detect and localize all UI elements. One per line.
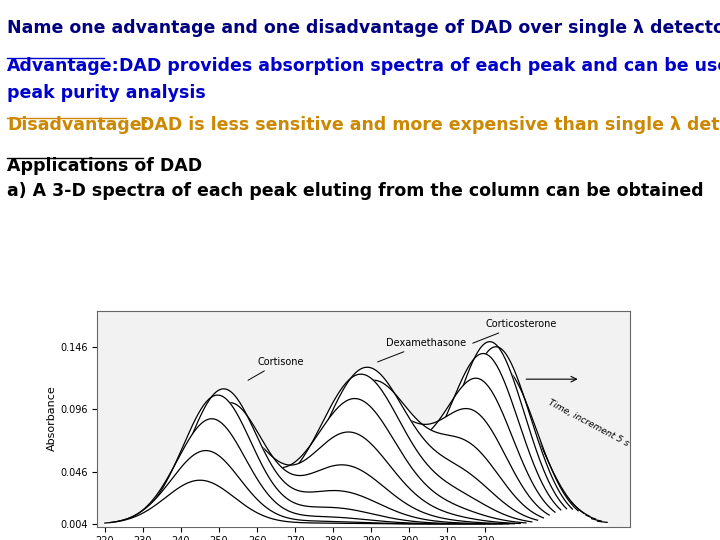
Text: Dexamethasone: Dexamethasone bbox=[377, 338, 467, 362]
Text: Disadvantage:: Disadvantage: bbox=[7, 116, 149, 134]
Text: Time, increment 5 s: Time, increment 5 s bbox=[546, 398, 630, 448]
Text: DAD is less sensitive and more expensive than single λ detector: DAD is less sensitive and more expensive… bbox=[128, 116, 720, 134]
Y-axis label: Absorbance: Absorbance bbox=[48, 386, 57, 451]
Text: peak purity analysis: peak purity analysis bbox=[7, 84, 206, 102]
Text: Cortisone: Cortisone bbox=[248, 357, 304, 380]
Text: Corticosterone: Corticosterone bbox=[473, 319, 557, 343]
Text: Advantage:: Advantage: bbox=[7, 57, 120, 75]
Text: Name one advantage and one disadvantage of DAD over single λ detector in HPLC?: Name one advantage and one disadvantage … bbox=[7, 19, 720, 37]
Text: DAD provides absorption spectra of each peak and can be used for: DAD provides absorption spectra of each … bbox=[107, 57, 720, 75]
Text: Applications of DAD: Applications of DAD bbox=[7, 157, 202, 174]
Text: a) A 3-D spectra of each peak eluting from the column can be obtained: a) A 3-D spectra of each peak eluting fr… bbox=[7, 182, 704, 200]
